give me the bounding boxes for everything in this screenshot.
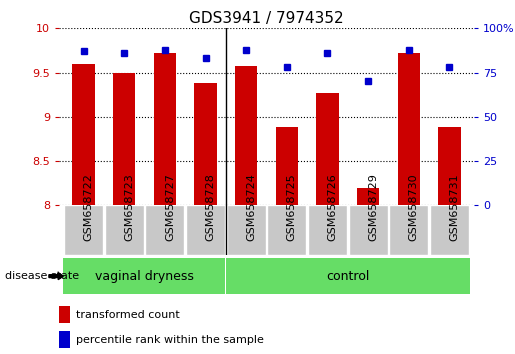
Bar xyxy=(59,331,70,348)
Bar xyxy=(186,205,225,255)
Bar xyxy=(267,205,306,255)
Bar xyxy=(235,66,258,205)
Bar xyxy=(398,53,420,205)
Text: GSM658728: GSM658728 xyxy=(205,173,216,241)
Bar xyxy=(145,205,184,255)
Bar xyxy=(227,205,266,255)
Bar xyxy=(63,258,226,294)
Bar xyxy=(226,258,470,294)
Bar xyxy=(276,127,298,205)
Text: control: control xyxy=(327,270,370,282)
Bar xyxy=(105,205,144,255)
Bar xyxy=(389,205,428,255)
Text: GSM658726: GSM658726 xyxy=(328,173,337,241)
Bar xyxy=(64,205,103,255)
Bar xyxy=(113,73,135,205)
Bar xyxy=(73,64,95,205)
Text: transformed count: transformed count xyxy=(76,310,180,320)
Text: vaginal dryness: vaginal dryness xyxy=(95,270,194,282)
Title: GDS3941 / 7974352: GDS3941 / 7974352 xyxy=(189,11,344,26)
Bar xyxy=(430,205,469,255)
Bar xyxy=(316,93,339,205)
Bar xyxy=(349,205,388,255)
Text: GSM658730: GSM658730 xyxy=(409,173,419,241)
Text: GSM658724: GSM658724 xyxy=(246,173,256,241)
Text: percentile rank within the sample: percentile rank within the sample xyxy=(76,335,264,344)
Bar xyxy=(357,188,380,205)
Bar xyxy=(438,127,460,205)
Text: GSM658725: GSM658725 xyxy=(287,173,297,241)
Text: GSM658731: GSM658731 xyxy=(450,173,459,241)
Bar xyxy=(308,205,347,255)
Bar xyxy=(194,83,217,205)
Text: GSM658727: GSM658727 xyxy=(165,173,175,241)
Bar xyxy=(153,53,176,205)
Text: GSM658729: GSM658729 xyxy=(368,173,378,241)
Text: GSM658722: GSM658722 xyxy=(83,173,94,241)
Bar xyxy=(59,306,70,323)
Text: GSM658723: GSM658723 xyxy=(124,173,134,241)
Text: disease state: disease state xyxy=(5,271,79,281)
